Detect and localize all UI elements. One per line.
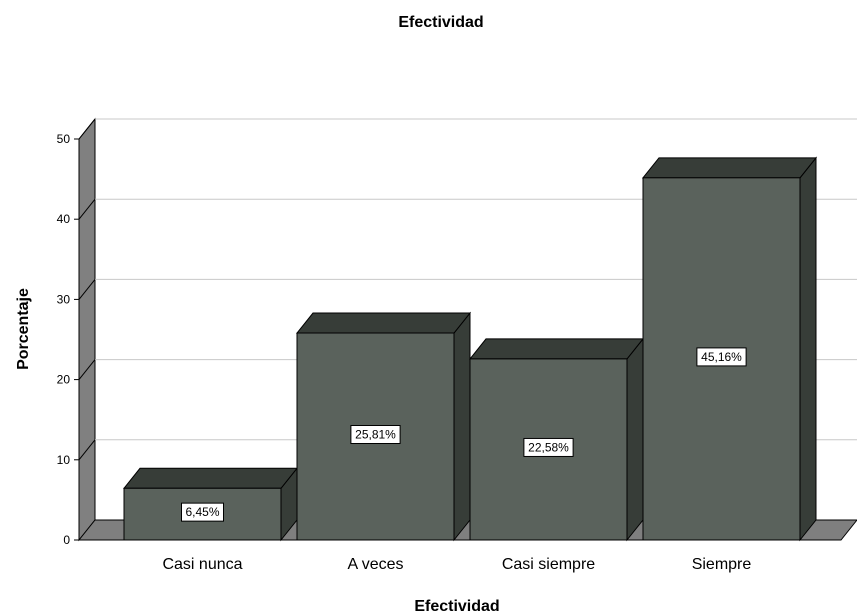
gridline-wall (78, 439, 96, 461)
data-label-box (523, 437, 574, 457)
y-tick-label: 50 (57, 132, 71, 146)
bars: 6,45% 25,81% 22,58% 45,16% (122, 156, 818, 542)
y-tick-label: 10 (57, 453, 71, 467)
bar: 45,16% (641, 156, 818, 542)
y-axis-title: Porcentaje (15, 288, 32, 370)
gridline-wall (78, 359, 96, 380)
bar-side (799, 156, 817, 542)
data-label: 6,45% (185, 505, 219, 519)
chart-title: Efectividad (398, 14, 483, 31)
bar-side (453, 311, 471, 542)
bar: 22,58% (468, 337, 645, 542)
data-label: 22,58% (528, 440, 569, 454)
bar-top (295, 312, 472, 334)
gridline-wall (78, 279, 96, 300)
data-label-box (696, 347, 747, 367)
bar: 6,45% (122, 466, 299, 542)
y-tick-label: 30 (57, 292, 71, 306)
data-label: 25,81% (355, 428, 396, 442)
bar-top (468, 338, 645, 360)
y-tick-label: 0 (63, 533, 70, 547)
gridline-wall (78, 198, 96, 220)
x-tick-label: A veces (347, 556, 403, 573)
x-tick-label: Siempre (692, 556, 752, 573)
data-label-box (350, 425, 401, 445)
x-tick-label: Casi siempre (502, 556, 595, 573)
bar-top (641, 157, 818, 179)
bar-top (122, 467, 299, 489)
data-label-box (181, 502, 224, 522)
bar-side (626, 337, 644, 542)
data-label: 45,16% (701, 350, 742, 364)
x-axis-ticks: Casi nunca A veces Casi siempre Siempre (162, 556, 751, 573)
bar: 25,81% (295, 311, 472, 542)
x-tick-label: Casi nunca (162, 556, 242, 573)
x-axis-title: Efectividad (414, 598, 499, 615)
y-tick-label: 40 (57, 212, 71, 226)
left-wall (78, 117, 96, 542)
y-axis-ticks: 0 10 20 30 40 50 (57, 132, 80, 547)
gridline-wall (78, 118, 96, 140)
y-tick-label: 20 (57, 373, 71, 387)
